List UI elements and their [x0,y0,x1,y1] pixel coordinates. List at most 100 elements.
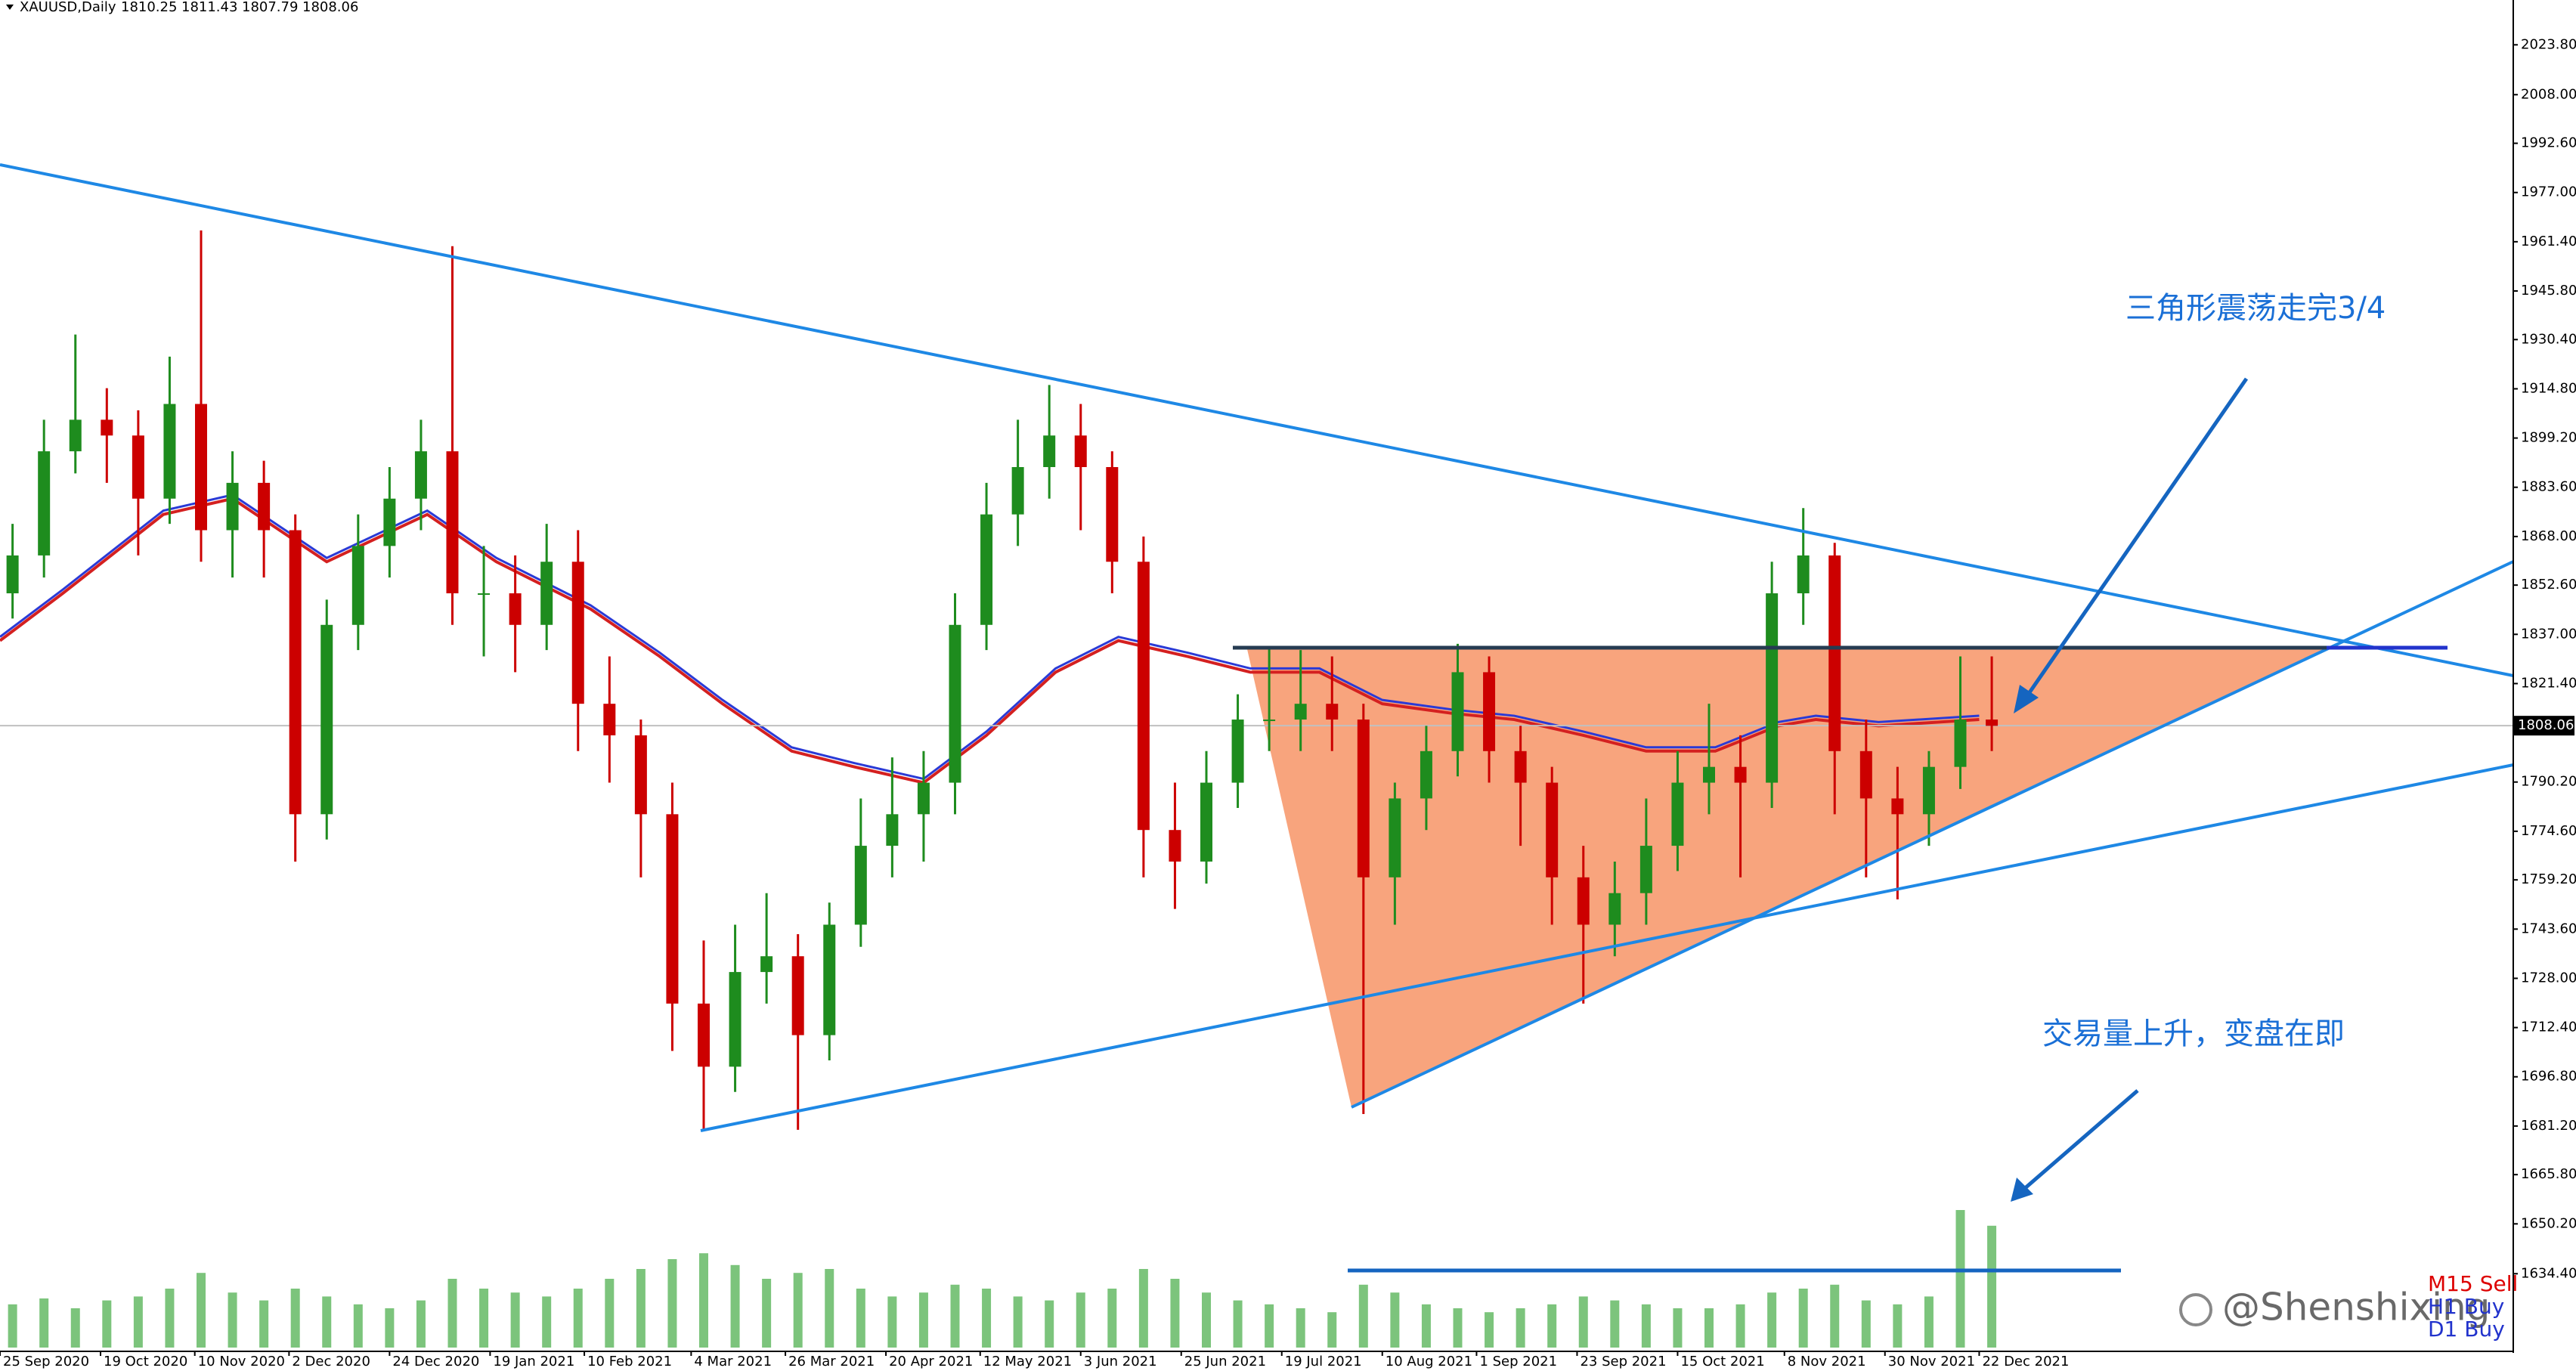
signal: M15 Sell [2428,1271,2518,1296]
volume-bar [1170,1279,1180,1348]
x-tick-label: 23 Sep 2021 [1580,1354,1666,1369]
candle-body [1200,782,1212,862]
candle-body [320,624,333,815]
volume-bar [1673,1308,1683,1348]
volume-bar [510,1292,520,1348]
volume-bar [982,1289,992,1348]
volume-bar [133,1296,143,1348]
volume-bar [8,1304,17,1348]
volume-bar [1138,1269,1148,1348]
y-tick-label: 2023.80 [2521,36,2576,52]
y-tick-label: 1743.60 [2521,921,2576,936]
candle-body [1797,555,1810,594]
marks [0,230,2513,1348]
volume-bar [950,1284,960,1348]
volume-bar [1924,1296,1934,1348]
volume-bar [197,1273,206,1348]
candle-body [383,498,396,546]
candle-body [980,514,993,625]
volume-bar [1265,1304,1274,1348]
candle-body [1954,720,1967,767]
candle-body [1828,555,1841,751]
y-tick-label: 1868.00 [2521,528,2576,544]
candle-body [1986,720,1999,726]
x-tick-label: 15 Oct 2021 [1680,1354,1764,1369]
x-tick-label: 20 Apr 2021 [889,1354,973,1369]
volume-bar [1830,1284,1840,1348]
candle-body [1043,435,1056,467]
x-tick-label: 30 Nov 2021 [1888,1354,1975,1369]
volume-bar [1547,1304,1557,1348]
candle-body [854,846,867,925]
volume-bar [918,1292,928,1348]
volume-bar [1045,1300,1054,1348]
volume-bar [636,1269,646,1348]
volume-bar [1327,1312,1337,1348]
arrow [2023,1089,2139,1190]
candle-body [1608,893,1621,925]
y-tick-label: 1728.00 [2521,970,2576,986]
volume-bar [1861,1300,1871,1348]
candle-body [1074,435,1087,467]
candle-body [698,1003,710,1067]
candle-body [1169,830,1181,862]
symbol: XAUUSD,Daily [20,0,116,15]
y-tick-label: 1650.20 [2521,1215,2576,1231]
candle-body [509,593,522,625]
candle-body [760,956,773,973]
x-tick-label: 26 Mar 2021 [788,1354,875,1369]
candle-body [540,562,553,625]
candle-body [446,451,459,594]
candle-body [1011,466,1024,515]
candle-body [1357,720,1370,877]
volume-bar [1516,1308,1525,1348]
volume-bar [573,1289,583,1348]
x-tick-label: 25 Jun 2021 [1184,1354,1266,1369]
volume-bar [1704,1308,1714,1348]
volume-bar [353,1304,363,1348]
y-tick-label: 1665.80 [2521,1166,2576,1182]
y-tick-label: 1883.60 [2521,479,2576,495]
candle-body [1137,562,1150,831]
candle-body [1389,798,1401,877]
x-tick-label: 22 Dec 2021 [1982,1354,2069,1369]
volume-bar [793,1273,803,1348]
volume-bar [165,1289,175,1348]
candle-body [414,451,427,499]
volume-bar [1641,1304,1651,1348]
trend-line-upper [0,163,2514,677]
volume-bar [1107,1289,1117,1348]
volume-bar [1987,1225,1997,1348]
annotation: 交易量上升，变盘在即 [2042,1017,2345,1051]
y-tick-label: 2008.00 [2521,86,2576,102]
candle-body [1420,750,1432,799]
volume-bar [322,1296,332,1348]
candle-body [603,704,616,735]
volume-bar [605,1279,615,1348]
watermark: @Shenshixing [2222,1286,2490,1329]
menu-icon [6,5,14,10]
candle-body [1546,782,1559,877]
signal: D1 Buy [2428,1317,2505,1342]
trend-line-rising [1351,560,2514,1109]
volume-bar [1453,1308,1463,1348]
volume-bar [1076,1292,1085,1348]
candle-body [1922,766,1935,815]
candle-body [1671,782,1684,846]
x-tick-label: 25 Sep 2020 [3,1354,89,1369]
volume-bar [70,1308,80,1348]
last-price-box [2514,716,2574,736]
x-tick-label: 1 Sep 2021 [1479,1354,1557,1369]
arrow [2024,377,2249,698]
volume-bar [730,1264,740,1348]
candle-body [226,482,239,531]
volume-bar [667,1259,677,1348]
ohlc: 1810.25 1811.43 1807.79 1808.06 [121,0,358,15]
x-tick-label: 19 Jan 2021 [493,1354,574,1369]
y-tick-label: 1977.00 [2521,184,2576,200]
y-tick-label: 1790.20 [2521,774,2576,790]
volume-bar [1735,1304,1745,1348]
y-tick-label: 1945.80 [2521,283,2576,299]
x-tick-label: 24 Dec 2020 [392,1354,479,1369]
volume-bar [259,1300,269,1348]
